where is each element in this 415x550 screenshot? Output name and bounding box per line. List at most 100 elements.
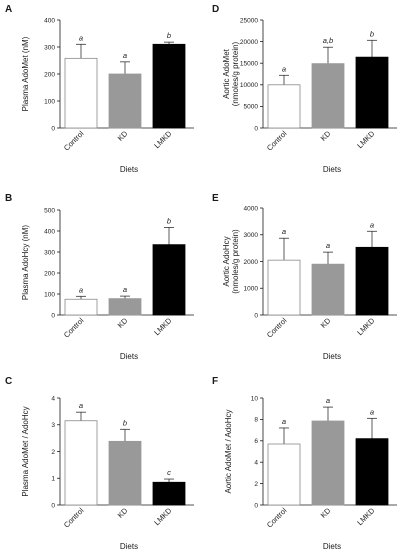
significance-label: a xyxy=(326,241,330,250)
x-tick-label: Control xyxy=(265,506,289,530)
y-tick-label: 6 xyxy=(254,438,258,445)
y-tick-label: 10 xyxy=(251,395,259,402)
panel-c: C 0 1 2 3 4 Plasma AdoMet / AdoHcy a Control b KD c… xyxy=(5,376,194,550)
significance-label: a xyxy=(123,51,127,60)
y-axis-title: Plasma AdoHcy (nM) xyxy=(21,225,30,300)
bar-control xyxy=(64,420,98,506)
x-tick-label: LMKD xyxy=(355,506,377,528)
y-tick-label: 1000 xyxy=(244,286,259,293)
significance-label: a xyxy=(79,401,83,410)
x-tick-label: Control xyxy=(62,129,86,153)
y-tick-label: 200 xyxy=(44,71,55,78)
bar-lmkd xyxy=(355,438,389,506)
y-tick-label: 300 xyxy=(44,249,55,256)
y-tick-label: 400 xyxy=(44,228,55,235)
bar-kd xyxy=(108,440,142,506)
significance-label: a xyxy=(370,407,374,416)
significance-label: a xyxy=(123,285,127,294)
y-tick-label: 0 xyxy=(254,125,258,132)
y-tick-label: 100 xyxy=(44,291,55,298)
y-tick-label: 20000 xyxy=(240,39,258,46)
bar-control xyxy=(267,259,301,316)
significance-label: a xyxy=(79,285,83,294)
y-tick-label: 25000 xyxy=(240,17,258,24)
y-tick-label: 3000 xyxy=(244,232,259,239)
x-tick-label: LMKD xyxy=(355,316,377,338)
x-tick-label: KD xyxy=(319,129,333,143)
bar-control xyxy=(64,298,98,316)
significance-label: c xyxy=(167,468,171,477)
significance-label: b xyxy=(123,418,127,427)
x-axis-title: Diets xyxy=(120,165,138,174)
significance-label: b xyxy=(370,29,374,38)
panel-letter: F xyxy=(212,376,218,387)
x-tick-label: KD xyxy=(116,316,130,330)
bar-control xyxy=(267,84,301,129)
y-tick-label: 0 xyxy=(51,502,55,509)
y-axis-title: Aortic AdoMet / AdoHcy xyxy=(224,409,233,493)
y-tick-label: 0 xyxy=(51,125,55,132)
y-tick-label: 15000 xyxy=(240,61,258,68)
panel-letter: D xyxy=(212,4,219,15)
significance-label: a xyxy=(79,33,83,42)
y-tick-label: 0 xyxy=(254,502,258,509)
bar-kd xyxy=(108,298,142,316)
x-axis-title: Diets xyxy=(120,352,138,361)
bar-lmkd xyxy=(152,481,186,506)
x-tick-label: LMKD xyxy=(152,316,174,338)
y-tick-label: 100 xyxy=(44,98,55,105)
y-tick-label: 1 xyxy=(51,476,55,483)
y-tick-label: 4 xyxy=(51,395,55,402)
x-tick-label: LMKD xyxy=(152,129,174,151)
y-tick-label: 10000 xyxy=(240,82,258,89)
bar-lmkd xyxy=(152,43,186,129)
bar-kd xyxy=(311,420,345,506)
y-axis-title: Plasma AdoMet (nM) xyxy=(21,36,30,111)
panel-e: E 0 1000 2000 3000 4000 Aortic AdoHcy (nmoles/g… xyxy=(212,193,397,361)
panel-letter: E xyxy=(212,193,219,204)
significance-label: a,b xyxy=(323,36,333,45)
panel-letter: B xyxy=(5,193,12,204)
x-axis-title: Diets xyxy=(323,352,341,361)
y-tick-label: 2 xyxy=(254,481,258,488)
y-tick-label: 4 xyxy=(254,460,258,467)
panel-a: A 0 100 200 300 400 Plasma AdoMet (nM) a Control… xyxy=(5,4,194,174)
bar-kd xyxy=(311,63,345,129)
significance-label: a xyxy=(326,396,330,405)
y-axis-title: Plasma AdoMet / AdoHcy xyxy=(21,406,30,496)
y-tick-label: 3 xyxy=(51,422,55,429)
bar-control xyxy=(267,443,301,506)
significance-label: b xyxy=(167,216,171,225)
y-tick-label: 8 xyxy=(254,417,258,424)
y-axis-title-line2: (nmoles/g protein) xyxy=(231,41,240,106)
y-tick-label: 200 xyxy=(44,270,55,277)
y-tick-label: 0 xyxy=(51,312,55,319)
y-axis-title: Aortic AdoHcy xyxy=(222,236,231,286)
x-axis-title: Diets xyxy=(120,542,138,550)
bar-kd xyxy=(108,73,142,129)
panel-letter: C xyxy=(5,376,12,387)
significance-label: a xyxy=(370,220,374,229)
panel-d: D 0 5000 10000 15000 20000 25000 Aortic AdoMet(… xyxy=(212,4,397,174)
x-tick-label: KD xyxy=(116,506,130,520)
x-axis-title: Diets xyxy=(323,165,341,174)
y-tick-label: 0 xyxy=(254,312,258,319)
x-tick-label: KD xyxy=(319,506,333,520)
y-tick-label: 2000 xyxy=(244,259,259,266)
x-tick-label: Control xyxy=(265,129,289,153)
panel-letter: A xyxy=(5,4,12,15)
x-tick-label: Control xyxy=(62,316,86,340)
bar-lmkd xyxy=(355,56,389,129)
y-tick-label: 2 xyxy=(51,449,55,456)
bar-kd xyxy=(311,263,345,316)
y-axis-title: Aortic AdoMet xyxy=(222,48,231,99)
significance-label: a xyxy=(282,64,286,73)
significance-label: b xyxy=(167,31,171,40)
x-tick-label: KD xyxy=(116,129,130,143)
x-tick-label: Control xyxy=(62,506,86,530)
bar-lmkd xyxy=(355,246,389,316)
y-tick-label: 400 xyxy=(44,17,55,24)
x-tick-label: LMKD xyxy=(355,129,377,151)
x-tick-label: LMKD xyxy=(152,506,174,528)
